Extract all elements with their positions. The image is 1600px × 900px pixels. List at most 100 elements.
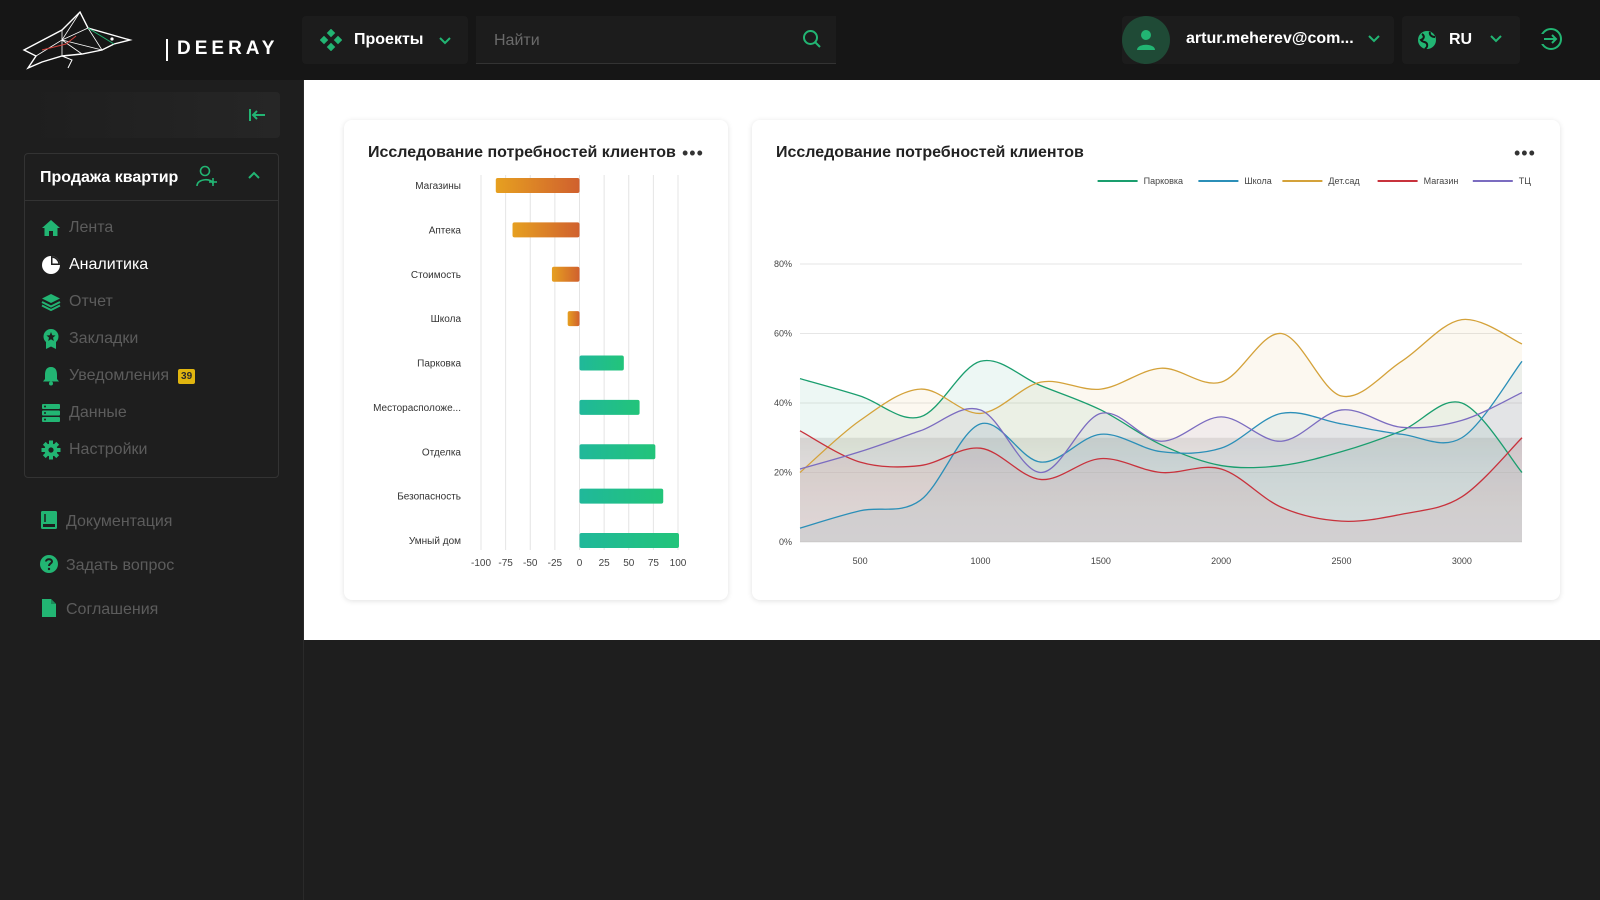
bar-chart-card: Исследование потребностей клиентов ••• -…: [344, 120, 728, 600]
sidebar-item-analytics[interactable]: Аналитика: [40, 253, 148, 277]
series-line[interactable]: [799, 391, 1523, 474]
logo[interactable]: DEERAY: [22, 10, 274, 70]
x-tick-label: -25: [548, 558, 563, 569]
projects-icon: [320, 29, 342, 51]
book-icon: [39, 510, 59, 535]
y-tick-label: 20%: [774, 468, 792, 478]
sidebar-item-label: Уведомления: [69, 367, 170, 384]
bar[interactable]: [551, 266, 580, 282]
x-tick-label: -75: [498, 558, 513, 569]
search-input[interactable]: [492, 28, 786, 54]
sidebar-item-label: Настройки: [69, 441, 148, 458]
area-chart: 0% 20% 40% 60% 80% 500 1000 1500 2000 2500 3000 ТЦ М…: [774, 176, 1531, 566]
bar[interactable]: [495, 178, 580, 193]
section-title: Продажа квартир: [40, 169, 179, 186]
logout-icon[interactable]: [1538, 26, 1564, 52]
language-selector[interactable]: RU: [1402, 16, 1520, 64]
bar[interactable]: [579, 399, 640, 415]
legend-label: Школа: [1244, 176, 1271, 186]
collapse-sidebar-button[interactable]: [24, 92, 280, 138]
globe-icon: [1418, 31, 1436, 50]
y-tick-label: Отделка: [422, 447, 462, 458]
bar[interactable]: [579, 533, 679, 548]
bar[interactable]: [579, 355, 624, 371]
sidebar-item-data[interactable]: Данные: [40, 401, 127, 425]
sidebar-item-agreements[interactable]: Соглашения: [39, 598, 158, 622]
series-area: [800, 319, 1522, 542]
x-tick-label: 3000: [1452, 556, 1472, 566]
legend-label: Магазин: [1424, 176, 1459, 186]
gear-icon: [40, 439, 62, 461]
database-icon: [40, 402, 62, 424]
y-tick-label: 80%: [774, 259, 792, 269]
x-tick-label: 75: [648, 558, 660, 569]
y-tick-label: 0%: [779, 537, 792, 547]
series-area: [800, 430, 1522, 542]
bar[interactable]: [579, 488, 664, 504]
section-header[interactable]: Продажа квартир: [25, 154, 278, 201]
series-line[interactable]: [799, 360, 1523, 529]
question-icon: [39, 554, 59, 579]
y-tick-label: Стоимость: [411, 270, 461, 281]
sidebar-item-documentation[interactable]: Документация: [39, 510, 172, 534]
sidebar-item-report[interactable]: Отчет: [40, 290, 113, 314]
bar[interactable]: [512, 222, 580, 238]
sidebar-item-notifications[interactable]: Уведомления 39: [40, 364, 196, 388]
sidebar-item-label: Документация: [66, 513, 173, 530]
sidebar-item-label: Отчет: [69, 293, 113, 310]
x-tick-label: 1500: [1091, 556, 1111, 566]
projects-label: Проекты: [354, 31, 424, 48]
sidebar-item-label: Данные: [69, 404, 127, 421]
legend-label: Дет.сад: [1328, 176, 1360, 186]
user-email: artur.meherev@com...: [1186, 30, 1354, 47]
projects-dropdown[interactable]: Проекты: [302, 16, 468, 64]
x-tick-label: 100: [670, 558, 687, 569]
search-box: [476, 16, 836, 64]
language-code: RU: [1449, 31, 1473, 48]
user-icon: [1137, 30, 1155, 50]
y-tick-label: Аптека: [429, 225, 462, 236]
x-tick-label: 1000: [970, 556, 990, 566]
bar[interactable]: [579, 444, 656, 460]
y-tick-label: Безопасность: [397, 492, 461, 503]
user-menu[interactable]: artur.meherev@com...: [1122, 16, 1394, 64]
area-chart-card: Исследование потребностей клиентов ••• 0…: [752, 120, 1560, 600]
sidebar-item-settings[interactable]: Настройки: [40, 438, 147, 462]
y-tick-label: Магазины: [415, 181, 461, 192]
y-tick-label: 40%: [774, 398, 792, 408]
area-floor: [800, 437, 1522, 542]
search-icon[interactable]: [802, 29, 822, 49]
y-tick-label: 60%: [774, 329, 792, 339]
chevron-up-icon[interactable]: [245, 167, 263, 185]
sidebar-item-label: Аналитика: [69, 256, 149, 273]
x-tick-label: 2500: [1331, 556, 1351, 566]
main-content: Исследование потребностей клиентов ••• -…: [304, 80, 1600, 640]
logo-text: DEERAY: [177, 38, 279, 59]
x-tick-label: 500: [853, 556, 868, 566]
series-line[interactable]: [799, 359, 1523, 473]
bar[interactable]: [567, 311, 580, 327]
x-tick-label: -50: [523, 558, 538, 569]
add-user-icon[interactable]: [196, 165, 218, 187]
series-line[interactable]: [799, 318, 1523, 473]
layers-icon: [40, 291, 62, 313]
sidebar-item-bookmarks[interactable]: Закладки: [40, 327, 138, 351]
more-options-icon[interactable]: •••: [682, 143, 704, 163]
sidebar-item-feed[interactable]: Лента: [40, 216, 113, 240]
chevron-down-icon: [1368, 35, 1380, 43]
x-tick-label: 2000: [1211, 556, 1231, 566]
series-line[interactable]: [799, 430, 1523, 522]
chevron-down-icon: [1490, 35, 1502, 43]
home-icon: [40, 217, 62, 239]
sidebar-item-ask-question[interactable]: Задать вопрос: [39, 554, 174, 578]
pie-chart-icon: [40, 254, 62, 276]
bookmark-icon: [40, 328, 62, 350]
more-options-icon[interactable]: •••: [1514, 143, 1536, 163]
legend-label: ТЦ: [1519, 176, 1531, 186]
series-area: [800, 392, 1522, 542]
legend-label: Парковка: [1144, 176, 1183, 186]
avatar[interactable]: [1122, 16, 1170, 64]
sidebar-item-label: Соглашения: [66, 601, 159, 618]
top-header: DEERAY Проекты artur.meherev@com... RU: [0, 0, 1600, 80]
x-tick-label: -100: [471, 558, 491, 569]
